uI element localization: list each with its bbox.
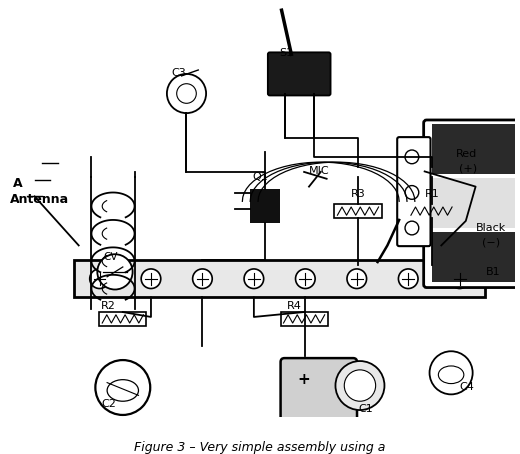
Text: Q1: Q1 — [252, 172, 268, 182]
Text: CV: CV — [103, 252, 118, 262]
FancyBboxPatch shape — [281, 358, 357, 423]
Text: C3: C3 — [172, 68, 187, 78]
Circle shape — [97, 254, 133, 290]
Circle shape — [141, 269, 161, 289]
Text: R3: R3 — [351, 189, 366, 199]
Circle shape — [177, 84, 197, 104]
FancyBboxPatch shape — [397, 137, 431, 246]
Bar — [334, 204, 382, 218]
Text: B1: B1 — [485, 267, 500, 277]
Circle shape — [335, 361, 384, 410]
Circle shape — [450, 269, 470, 289]
Bar — [74, 260, 485, 297]
Text: R2: R2 — [101, 301, 116, 311]
Text: Antenna: Antenna — [10, 193, 69, 206]
Circle shape — [405, 150, 419, 164]
Text: A: A — [13, 177, 23, 190]
Text: C4: C4 — [459, 382, 474, 392]
Circle shape — [167, 74, 206, 113]
Text: Figure 3 – Very simple assembly using a
terminal strip: Figure 3 – Very simple assembly using a … — [134, 441, 386, 454]
FancyBboxPatch shape — [268, 52, 331, 95]
Circle shape — [95, 360, 150, 415]
Circle shape — [405, 186, 419, 199]
Text: R1: R1 — [425, 189, 439, 199]
FancyBboxPatch shape — [424, 120, 520, 287]
Bar — [432, 232, 520, 281]
Circle shape — [244, 269, 264, 289]
Text: Red: Red — [456, 149, 477, 159]
Bar — [408, 204, 455, 218]
Text: C1: C1 — [358, 404, 373, 414]
Text: (−): (−) — [483, 237, 501, 247]
Bar — [250, 188, 280, 223]
Circle shape — [192, 269, 212, 289]
Text: +: + — [298, 372, 310, 387]
Circle shape — [295, 269, 315, 289]
Text: Black: Black — [476, 223, 506, 233]
Circle shape — [344, 370, 375, 401]
Bar — [281, 312, 328, 326]
Text: R4: R4 — [287, 301, 301, 311]
Ellipse shape — [438, 366, 464, 384]
Circle shape — [398, 269, 418, 289]
Text: S1: S1 — [280, 48, 294, 58]
Bar — [432, 178, 520, 228]
Text: (+): (+) — [459, 164, 477, 174]
Circle shape — [347, 269, 367, 289]
Circle shape — [405, 221, 419, 235]
Bar — [99, 312, 146, 326]
Bar — [432, 124, 520, 174]
Ellipse shape — [107, 380, 138, 401]
Circle shape — [430, 351, 473, 395]
Text: MIC: MIC — [309, 166, 330, 176]
Circle shape — [90, 269, 109, 289]
Text: C2: C2 — [101, 399, 116, 409]
